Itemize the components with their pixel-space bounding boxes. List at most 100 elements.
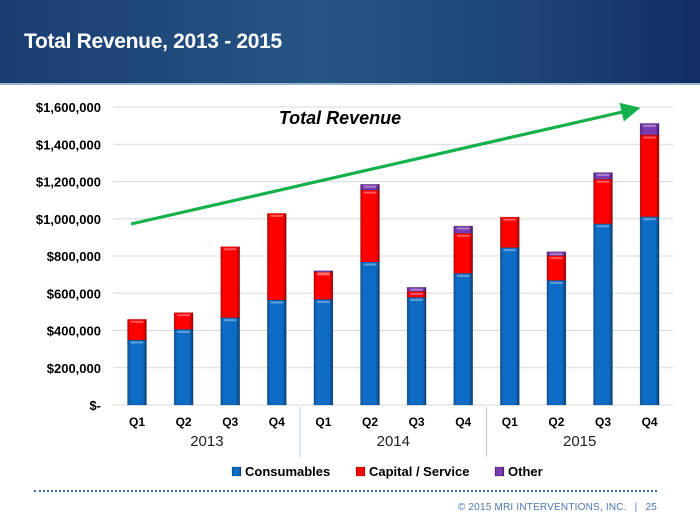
bar-stack [173,312,194,406]
bar-segment-capital-service [593,178,613,225]
revenue-chart: $- $200,000 $400,000 $600,000 $800,000 $1,000… [36,100,673,479]
x-tick-label: Q3 [409,415,425,429]
legend-swatch-consumables [231,466,242,477]
bar-highlight [270,214,284,217]
bar-highlight [410,288,424,291]
bar-highlight [223,319,237,322]
bar-segment-consumables [127,339,147,406]
legend-swatch-other [494,466,505,477]
bar-highlight [549,253,563,256]
footer-divider [34,490,657,492]
x-tick-label: Q4 [455,415,471,429]
bar-stack [127,319,147,406]
bar-stack [499,216,520,406]
bar-highlight [130,341,144,344]
x-tick-label: Q1 [315,415,331,429]
year-group-label: 2015 [563,433,596,450]
bar-stack [593,172,613,406]
bar-highlight [363,185,377,188]
bar-segment-other [593,172,613,180]
bar-segment-capital-service [360,189,380,263]
bar-segment-capital-service [266,213,287,301]
bar-highlight [643,124,657,127]
bar-highlight [643,136,657,139]
bar-segment-consumables [173,329,194,406]
bar-segment-capital-service [220,246,240,318]
trend-arrow [130,102,641,226]
bar-highlight [223,248,237,251]
bar-highlight [456,227,470,230]
legend-label: Other [508,464,543,479]
bar-highlight [363,263,377,266]
bar-stack [639,123,660,406]
bar-segment-consumables [360,261,380,406]
bar-highlight [363,191,377,194]
x-tick-label: Q1 [502,415,518,429]
y-tick-label: $1,600,000 [36,100,101,115]
y-tick-label: $1,200,000 [36,175,101,190]
bar-stack [266,213,287,406]
x-tick-label: Q1 [129,415,145,429]
footer: © 2015 MRI INTERVENTIONS, INC. | 25 [458,502,657,513]
bar-segment-consumables [406,297,427,406]
bar-stack [453,225,474,406]
y-tick-label: $800,000 [47,249,101,264]
bar-segment-other [360,183,380,191]
x-tick-label: Q4 [269,415,285,429]
bar-highlight [316,300,330,303]
bar-segment-consumables [220,317,240,406]
year-group-label: 2014 [377,433,410,450]
bar-segment-consumables [453,273,474,406]
y-tick-label: $1,000,000 [36,212,101,227]
bar-segment-other [453,225,474,234]
bar-highlight [270,301,284,304]
bar-segment-consumables [499,247,520,406]
bar-highlight [643,218,657,221]
bar-stack [360,183,380,406]
bar-stack [406,286,427,406]
legend-label: Consumables [245,464,330,479]
x-tick-label: Q2 [548,415,564,429]
bar-segment-consumables [639,216,660,406]
bar-highlight [456,274,470,277]
bar-highlight [456,234,470,237]
bar-segment-consumables [266,299,287,406]
x-tick-label: Q3 [222,415,238,429]
bar-segment-capital-service [546,255,567,281]
year-group-label: 2013 [190,433,223,450]
bar-highlight [316,272,330,275]
bar-highlight [177,314,191,317]
bar-stack [313,270,334,406]
bar-stack [546,251,567,406]
chart-annotation: Total Revenue [279,108,401,128]
y-tick-label: $200,000 [47,361,101,376]
legend-label: Capital / Service [369,464,469,479]
y-tick-label: $400,000 [47,324,101,339]
page-title: Total Revenue, 2013 - 2015 [24,30,282,53]
bar-highlight [596,174,610,177]
bar-segment-other [406,286,427,292]
y-tick-label: $- [89,398,101,413]
bar-highlight [596,225,610,228]
bar-segment-capital-service [639,134,660,218]
bar-highlight [503,249,517,252]
bar-segment-capital-service [127,319,147,341]
bar-stack [220,246,240,406]
x-tick-label: Q2 [176,415,192,429]
legend-swatch-capital-service [355,466,366,477]
x-tick-label: Q2 [362,415,378,429]
bar-segment-capital-service [173,312,194,330]
bar-segment-consumables [313,299,334,406]
bar-highlight [177,330,191,333]
x-tick-label: Q4 [642,415,658,429]
bar-highlight [410,298,424,301]
bar-segment-other [639,123,660,136]
bar-highlight [596,180,610,183]
bar-segment-capital-service [453,232,474,274]
bar-highlight [410,292,424,295]
bar-segment-other [313,270,334,273]
bar-highlight [549,281,563,284]
bar-segment-capital-service [499,216,520,248]
bar-segment-capital-service [313,271,334,300]
bar-segment-other [546,251,567,256]
